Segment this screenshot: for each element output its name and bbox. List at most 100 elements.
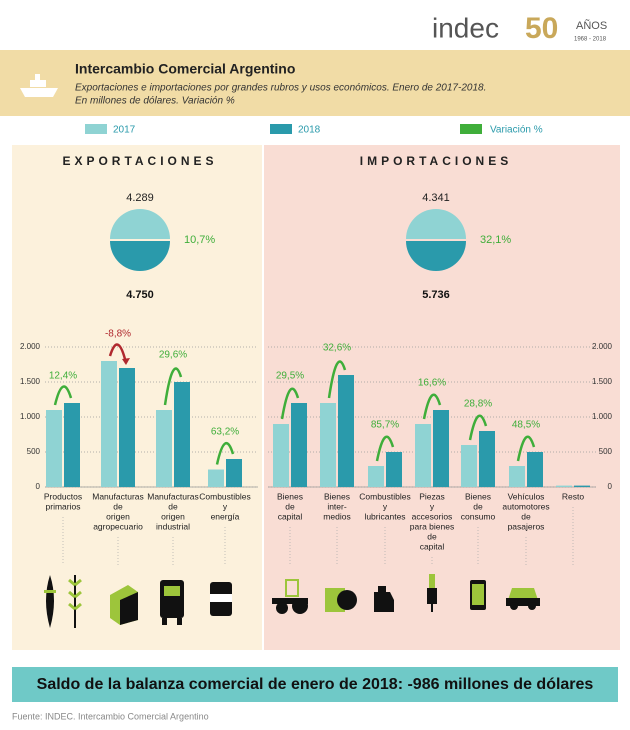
header-subtitle: Exportaciones e importaciones por grande…: [75, 83, 486, 94]
legend-swatch: [85, 124, 107, 134]
category-label: para bienes: [410, 521, 454, 531]
icons: [44, 574, 540, 628]
category-label: energía: [211, 511, 240, 521]
bar: [64, 403, 80, 487]
bar: [556, 485, 572, 487]
legend-swatch: [460, 124, 482, 134]
variation-arc: [163, 367, 183, 406]
bar: [368, 466, 384, 487]
variation-arc: [280, 387, 300, 420]
variation-label: 16,6%: [418, 378, 446, 389]
category-label: Manufacturas: [147, 491, 199, 501]
y-tick-label: 1.000: [20, 412, 41, 421]
total-label: 4.341: [422, 192, 450, 204]
header-band: [0, 50, 630, 116]
category-label: industrial: [156, 521, 190, 531]
y-tick-label: 0: [608, 482, 613, 491]
bar: [338, 375, 354, 487]
variation-label: 29,6%: [159, 350, 187, 361]
category-label: inter-: [327, 501, 347, 511]
bar: [386, 452, 402, 487]
summary-band: [12, 667, 618, 702]
bar: [461, 445, 477, 487]
y-tick-label: 2.000: [592, 342, 613, 351]
bar: [119, 368, 135, 487]
y-tick-label: 500: [599, 447, 613, 456]
category-label: Bienes: [465, 491, 491, 501]
bar: [509, 466, 525, 487]
category-label: pasajeros: [508, 521, 545, 531]
arrow-head: [122, 358, 130, 365]
total-variation: 32,1%: [480, 234, 511, 246]
bar: [156, 410, 172, 487]
category-label: Resto: [562, 491, 584, 501]
y-tick-label: 500: [27, 447, 41, 456]
category-label: Combustibles: [199, 491, 251, 501]
logo-years-label: AÑOS: [576, 19, 607, 32]
total-2017: [406, 209, 466, 239]
category-label: de: [168, 501, 178, 511]
variation-arc: [108, 343, 128, 364]
variation-label: 85,7%: [371, 420, 399, 431]
legend-label: 2017: [113, 125, 136, 136]
bar: [208, 469, 224, 487]
bar: [415, 424, 431, 487]
logo-name: indec: [432, 12, 499, 43]
variation-label: 28,8%: [464, 399, 492, 410]
variation-arc: [375, 435, 395, 462]
legend-label: 2018: [298, 125, 321, 136]
variation-label: 12,4%: [49, 371, 77, 382]
bar: [101, 361, 117, 487]
bar: [226, 459, 242, 487]
category-label: primarios: [46, 501, 81, 511]
section-title: EXPORTACIONES: [62, 154, 217, 168]
variation-label: 32,6%: [323, 343, 351, 354]
total-label: 5.736: [422, 289, 450, 301]
category-label: Combustibles: [359, 491, 411, 501]
header-title: Intercambio Comercial Argentino: [75, 61, 295, 77]
bar: [174, 382, 190, 487]
category-label: Bienes: [324, 491, 350, 501]
category-label: de: [473, 501, 483, 511]
total-2018: [406, 241, 466, 271]
summary: Saldo de la balanza comercial de enero d…: [37, 676, 594, 693]
y-tick-label: 1.500: [592, 377, 613, 386]
logo-years: 1968 - 2018: [574, 37, 607, 43]
category-label: consumo: [461, 511, 496, 521]
category-label: Productos: [44, 491, 82, 501]
total-2017: [110, 209, 170, 239]
variation-label: 48,5%: [512, 420, 540, 431]
category-label: de: [521, 511, 531, 521]
variation-label: 29,5%: [276, 371, 304, 382]
category-label: origen: [106, 511, 130, 521]
category-label: capital: [278, 511, 303, 521]
category-label: y: [223, 501, 228, 511]
legend-label: Variación %: [490, 125, 543, 136]
category-label: medios: [323, 511, 350, 521]
y-tick-label: 0: [36, 482, 41, 491]
category-label: Manufacturas: [92, 491, 144, 501]
header-subtitle: En millones de dólares. Variación %: [75, 96, 235, 107]
category-label: origen: [161, 511, 185, 521]
variation-arc: [516, 435, 536, 462]
category-label: Bienes: [277, 491, 303, 501]
total-2018: [110, 241, 170, 271]
y-tick-label: 1.500: [20, 377, 41, 386]
y-tick-label: 1.000: [592, 412, 613, 421]
total-label: 4.289: [126, 192, 154, 204]
ship-icon: [20, 74, 58, 97]
bar: [46, 410, 62, 487]
bar: [291, 403, 307, 487]
category-label: lubricantes: [364, 511, 405, 521]
total-variation: 10,7%: [184, 234, 215, 246]
variation-arc: [215, 442, 235, 465]
category-label: de: [427, 531, 437, 541]
bar: [574, 485, 590, 487]
variation-label: 63,2%: [211, 427, 239, 438]
total-label: 4.750: [126, 289, 154, 301]
legend-swatch: [270, 124, 292, 134]
variation-label: -8,8%: [105, 329, 131, 340]
category-label: de: [285, 501, 295, 511]
category-label: Vehículos: [508, 491, 545, 501]
